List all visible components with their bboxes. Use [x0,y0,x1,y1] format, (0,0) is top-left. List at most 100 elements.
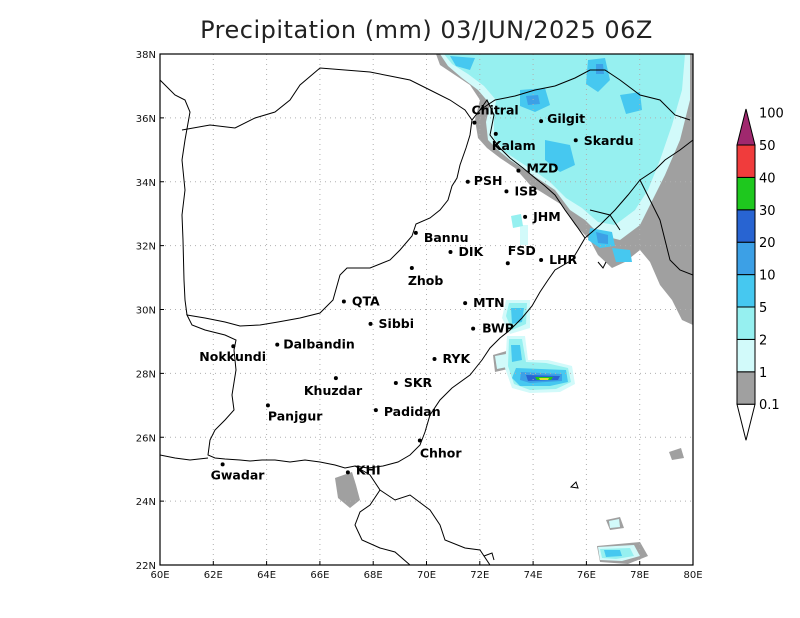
city-marker [539,119,544,124]
colorbar: 0.1 1 2 5 10 20 30 40 50 100 [736,107,784,441]
city-label: ISB [514,183,537,198]
city-label: Khuzdar [304,383,363,398]
x-tick-label: 70E [417,570,436,581]
city-label: QTA [352,294,380,309]
y-tick-label: 28N [136,369,156,380]
y-tick-label: 24N [136,497,156,508]
city-label: Panjgur [268,408,323,423]
city-marker [465,179,470,184]
colorbar-segment [736,144,756,178]
colorbar-label: 0.1 [759,398,780,413]
x-tick-label: 60E [150,570,169,581]
city-label: DIK [458,244,484,259]
country-borders [160,67,693,565]
city-marker [493,131,498,136]
x-tick-label: 74E [524,570,543,581]
y-axis-ticks: 22N 24N 26N 28N 30N 32N 34N 36N 38N [136,50,164,572]
city-label: Gilgit [547,111,585,126]
precipitation-shading [335,54,693,564]
city-label: Gwadar [211,467,266,482]
city-marker [472,120,477,125]
colorbar-segment [736,209,756,243]
city-marker [504,189,509,194]
city-label: RYK [442,351,471,366]
y-tick-label: 38N [136,50,156,61]
city-marker [432,357,437,362]
x-tick-label: 78E [630,570,649,581]
colorbar-label: 50 [759,139,776,154]
x-tick-label: 76E [577,570,596,581]
city-marker [275,342,280,347]
city-marker [539,257,544,262]
y-tick-label: 36N [136,114,156,125]
city-marker [333,376,338,381]
city-marker [413,230,418,235]
city-label: Zhob [408,273,444,288]
colorbar-label: 100 [759,107,784,122]
y-tick-label: 34N [136,178,156,189]
city-marker [265,403,270,408]
colorbar-segment [736,338,756,373]
x-tick-label: 64E [257,570,276,581]
city-label: Bannu [424,230,469,245]
city-marker [516,168,521,173]
city-label: FSD [508,243,536,258]
city-marker [523,214,528,219]
city-label: Padidan [384,404,441,419]
city-label: Dalbandin [283,337,355,352]
city-labels: Chitral Gilgit Kalam Skardu MZD PSH ISB JHM Bann… [199,103,633,483]
y-tick-label: 26N [136,433,156,444]
colorbar-label: 1 [759,366,767,381]
colorbar-segment [736,241,756,276]
city-marker [341,299,346,304]
city-label: MTN [473,295,504,310]
colorbar-label: 5 [759,301,767,316]
city-marker [220,462,225,467]
colorbar-segment [736,176,756,211]
city-label: Chitral [471,103,518,118]
colorbar-label: 30 [759,204,776,219]
city-marker [231,344,236,349]
colorbar-segment [736,274,756,308]
city-label: SKR [404,375,433,390]
city-label: BWP [482,321,514,336]
city-marker [505,261,510,266]
city-marker [393,380,398,385]
city-marker [463,301,468,306]
y-tick-label: 32N [136,242,156,253]
city-label: LHR [549,252,577,267]
colorbar-label: 10 [759,269,776,284]
x-tick-label: 68E [364,570,383,581]
x-tick-label: 66E [310,570,329,581]
colorbar-segment [736,306,756,340]
city-label: Chhor [420,445,463,460]
colorbar-label: 40 [759,171,776,186]
city-marker [573,138,578,143]
map-title: Precipitation (mm) 03/JUN/2025 06Z [200,16,653,44]
colorbar-over-triangle [736,108,756,146]
city-label: JHM [532,209,561,224]
city-label: KHI [356,462,381,477]
city-marker [368,321,373,326]
x-tick-label: 72E [470,570,489,581]
colorbar-under-triangle [736,403,756,441]
city-label: Skardu [584,133,634,148]
colorbar-segment [736,371,756,405]
colorbar-label: 2 [759,333,767,348]
city-label: MZD [526,161,558,176]
city-marker [471,326,476,331]
x-tick-label: 80E [683,570,702,581]
city-label: Nokkundi [199,349,266,364]
city-marker [448,250,453,255]
x-tick-label: 62E [204,570,223,581]
city-label: Kalam [492,138,536,153]
x-axis-ticks: 60E 62E 64E 66E 68E 70E 72E 74E 76E 78E 80E [150,561,703,581]
colorbar-label: 20 [759,236,776,251]
y-tick-label: 30N [136,306,156,317]
city-marker [417,438,422,443]
city-label: Sibbi [379,316,414,331]
city-marker [345,470,350,475]
city-marker [373,408,378,413]
city-label: PSH [474,173,503,188]
